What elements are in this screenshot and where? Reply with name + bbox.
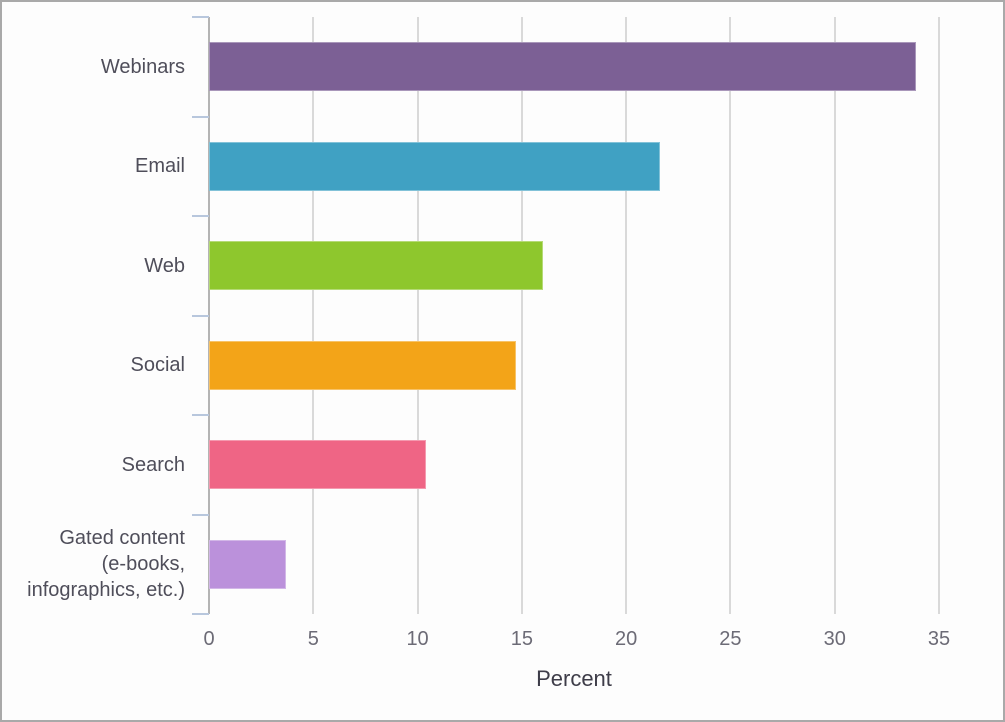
gridline-30 <box>833 17 836 614</box>
y-axis-tick-6 <box>192 613 209 615</box>
x-tick-label-5: 5 <box>307 628 319 650</box>
category-label-email: Email <box>134 155 185 178</box>
x-tick-label-15: 15 <box>510 628 533 650</box>
y-axis-tick-1 <box>192 115 209 118</box>
bar-search <box>209 440 426 490</box>
category-label-search: Search <box>121 453 185 476</box>
bar-webinars <box>209 42 917 92</box>
category-label-gated-content-e-books-infographics-etc: Gated content (e-books, infographics, et… <box>27 527 185 602</box>
y-axis-line <box>208 17 210 614</box>
x-tick-label-10: 10 <box>406 628 429 650</box>
category-label-social: Social <box>130 354 185 377</box>
x-tick-label-0: 0 <box>203 628 215 650</box>
bar-email <box>209 141 660 191</box>
x-tick-label-25: 25 <box>719 628 742 650</box>
x-tick-label-30: 30 <box>823 628 846 650</box>
bar-web <box>209 241 543 291</box>
y-axis-tick-2 <box>192 215 209 217</box>
x-axis-title: Percent <box>536 666 612 691</box>
y-axis-tick-3 <box>192 314 209 317</box>
category-label-web: Web <box>144 254 185 277</box>
gridline-25 <box>729 17 732 614</box>
gridline-10 <box>416 17 419 614</box>
gridline-20 <box>625 17 628 614</box>
x-tick-label-20: 20 <box>615 628 638 650</box>
gridline-15 <box>520 17 523 614</box>
category-label-webinars: Webinars <box>100 55 185 78</box>
y-axis-tick-4 <box>192 414 209 416</box>
bar-gated-content-e-books-infographics-etc <box>209 539 287 589</box>
gridline-5 <box>312 17 315 614</box>
y-axis-tick-0 <box>192 16 209 18</box>
gridline-35 <box>938 17 940 614</box>
bar-social <box>209 340 516 390</box>
y-axis-tick-5 <box>192 513 209 516</box>
x-tick-label-35: 35 <box>927 628 951 650</box>
